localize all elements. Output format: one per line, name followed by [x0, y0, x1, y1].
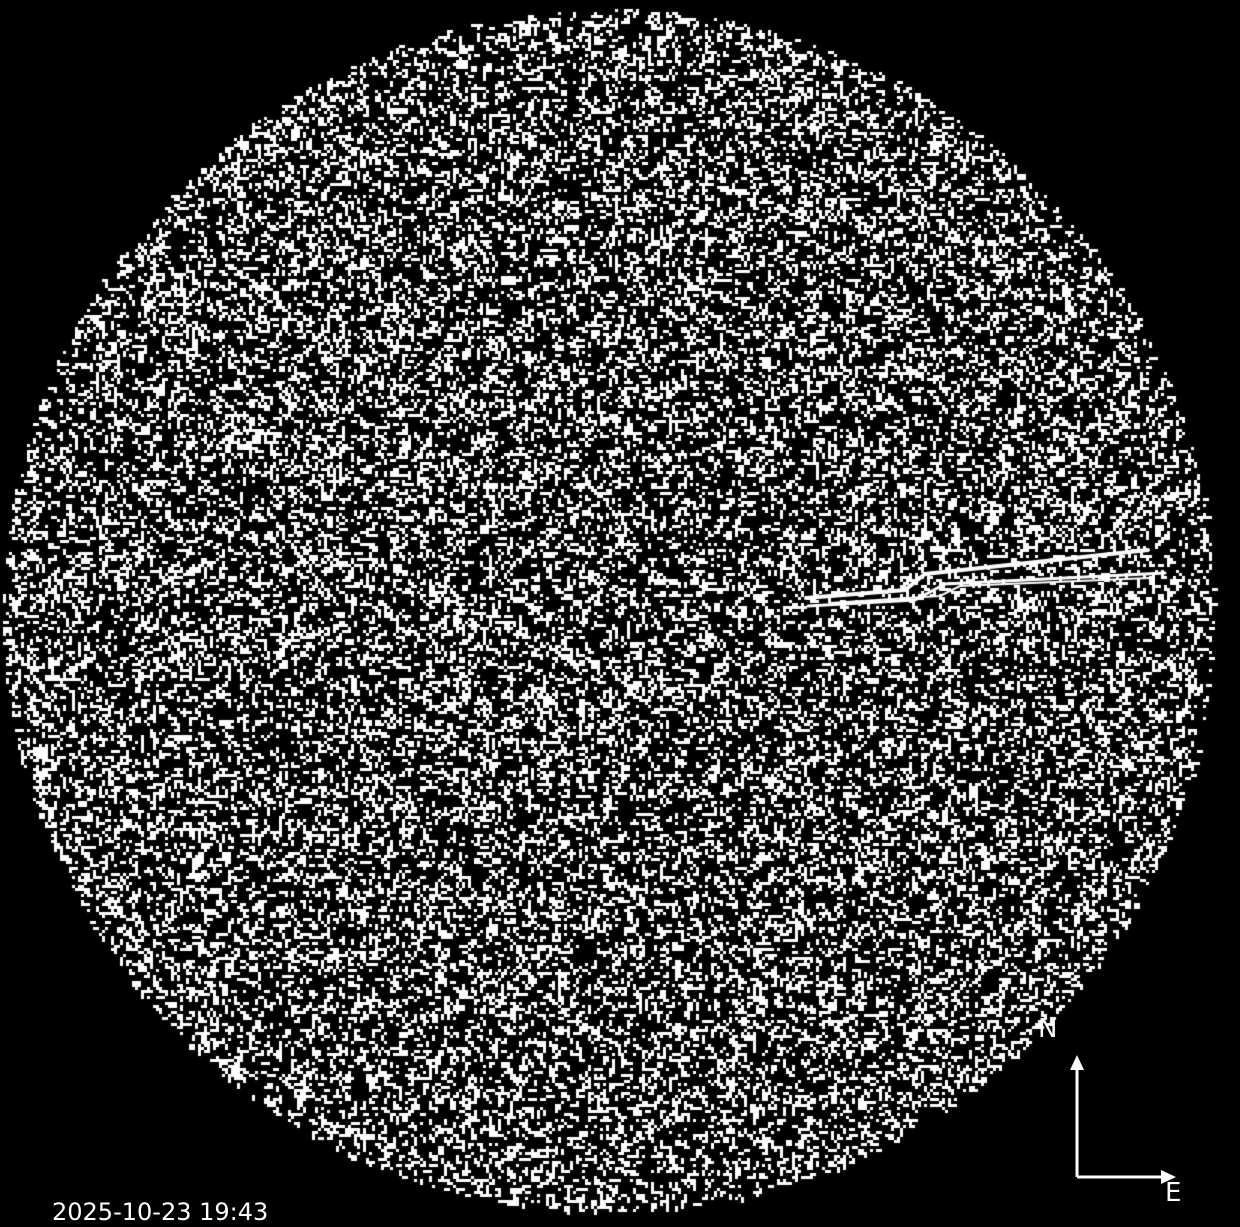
east-label: E	[1165, 1178, 1182, 1208]
timestamp: 2025-10-23 19:43	[52, 1198, 269, 1226]
north-label: N	[1038, 1014, 1058, 1044]
